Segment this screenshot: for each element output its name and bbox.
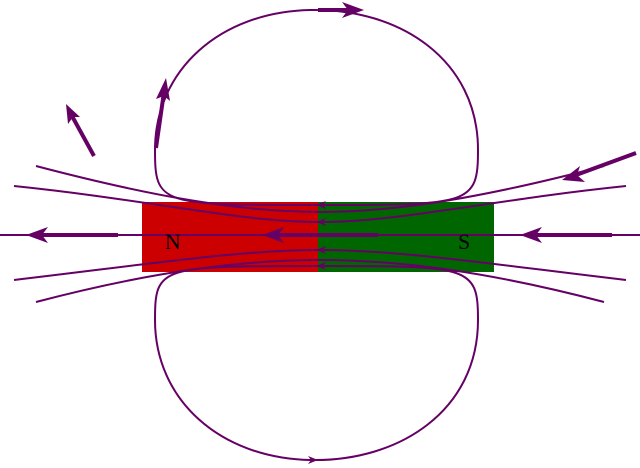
arrow-icon (26, 227, 118, 243)
field-line-upper-2 (35, 165, 605, 214)
arrow-icon (262, 227, 378, 243)
field-line-top-loop (153, 8, 480, 206)
direction-arrows (26, 2, 637, 243)
field-line-bottom-loop (153, 265, 480, 462)
field-line-lower-2 (35, 258, 605, 303)
arrow-icon (154, 78, 170, 149)
arrow-icon (562, 151, 637, 182)
arrow-icon (520, 227, 612, 243)
arrow-icon (66, 104, 96, 157)
arrow-icon (318, 2, 364, 18)
south-pole-label: S (458, 229, 470, 254)
north-pole-label: N (165, 229, 181, 254)
